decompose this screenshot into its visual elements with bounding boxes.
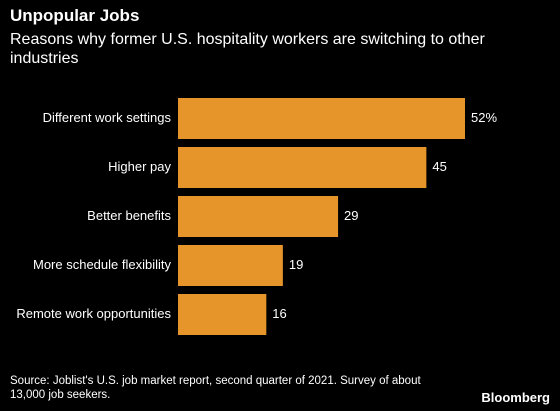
category-label: Higher pay bbox=[108, 159, 171, 174]
bar-chart: Different work settings 52% Higher pay 45 Be… bbox=[16, 98, 497, 335]
bar bbox=[178, 294, 267, 335]
bloomberg-logo: Bloomberg bbox=[481, 390, 550, 405]
category-label: Better benefits bbox=[87, 208, 171, 223]
category-label: Different work settings bbox=[43, 110, 172, 125]
value-label: 29 bbox=[344, 208, 358, 223]
bar bbox=[178, 196, 339, 237]
category-label: More schedule flexibility bbox=[33, 257, 172, 272]
bar bbox=[178, 245, 283, 286]
bar bbox=[178, 98, 465, 139]
bar bbox=[178, 147, 427, 188]
value-label: 16 bbox=[272, 306, 286, 321]
chart-title: Unpopular Jobs bbox=[10, 6, 140, 25]
value-label: 19 bbox=[289, 257, 303, 272]
value-label: 52% bbox=[471, 110, 497, 125]
value-label: 45 bbox=[432, 159, 446, 174]
chart-subtitle: Reasons why former U.S. hospitality work… bbox=[10, 31, 485, 67]
source-note: Source: Joblist's U.S. job market report… bbox=[10, 375, 421, 401]
category-label: Remote work opportunities bbox=[16, 306, 171, 321]
